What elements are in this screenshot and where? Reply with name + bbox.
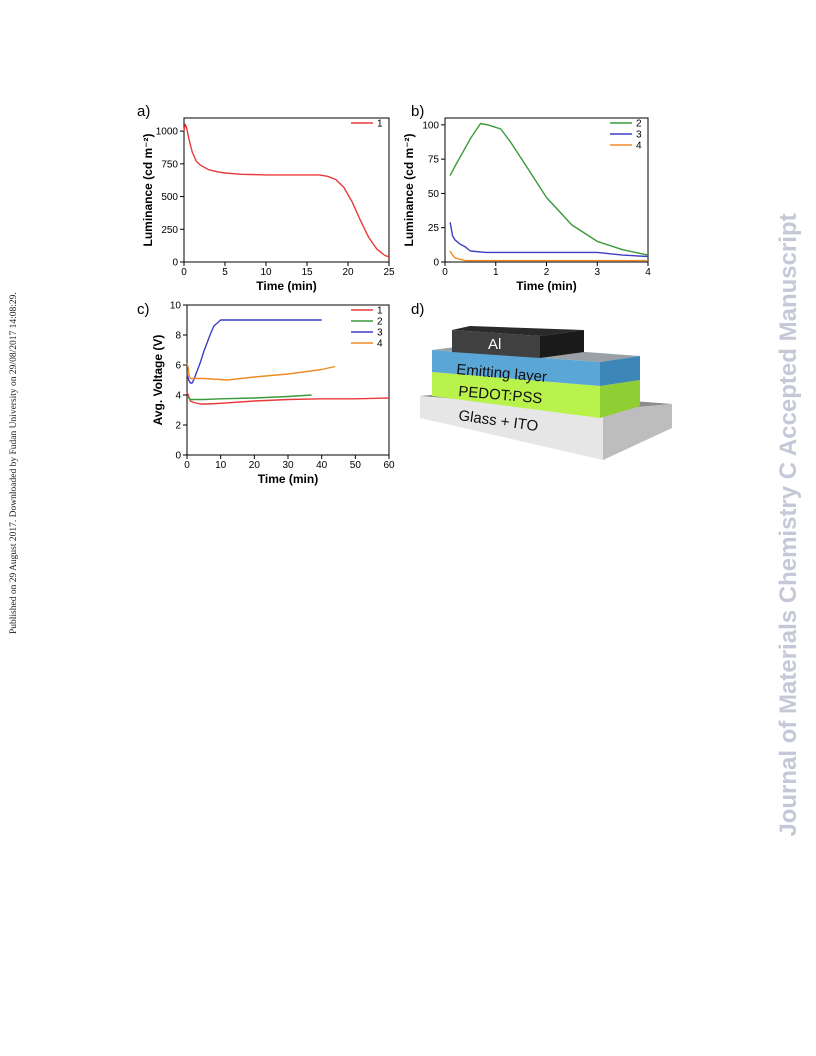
y-axis-label: Luminance (cd m⁻²) — [402, 133, 416, 246]
pedot-side — [600, 380, 640, 418]
pedot-front — [432, 372, 600, 418]
y-tick-label: 0 — [175, 451, 181, 462]
x-tick-label: 3 — [594, 267, 600, 278]
y-axis-label: Luminance (cd m⁻²) — [141, 133, 155, 246]
plot-frame — [183, 117, 390, 263]
panel-a-label: a) — [137, 103, 150, 120]
x-tick-label: 20 — [249, 460, 261, 471]
x-tick-label: 20 — [342, 267, 354, 278]
panel-b-label: b) — [411, 103, 424, 120]
al-label: Al — [488, 336, 501, 353]
y-tick-label: 50 — [428, 189, 440, 200]
x-axis-label: Time (min) — [256, 279, 316, 293]
y-tick-label: 750 — [161, 159, 178, 170]
y-tick-label: 500 — [161, 192, 178, 203]
series-line-1 — [183, 123, 390, 258]
al-front — [452, 330, 540, 358]
y-tick-label: 4 — [175, 391, 181, 402]
x-tick-label: 0 — [442, 267, 448, 278]
series-line-3 — [186, 319, 322, 384]
y-tick-label: 8 — [175, 331, 181, 342]
series-line-2 — [186, 394, 312, 401]
series-line-4 — [186, 363, 336, 381]
y-tick-label: 10 — [170, 301, 182, 312]
x-tick-label: 0 — [181, 267, 187, 278]
legend-label-3: 3 — [377, 328, 383, 339]
x-tick-label: 2 — [544, 267, 550, 278]
substrate-side — [603, 404, 672, 460]
x-tick-label: 10 — [215, 460, 227, 471]
x-tick-label: 50 — [350, 460, 362, 471]
al-top — [452, 326, 584, 336]
series-line-1 — [186, 391, 390, 405]
device-stack-diagram: Al Emitting layer PEDOT:PSS Glass + ITO — [420, 326, 672, 460]
x-tick-label: 60 — [383, 460, 395, 471]
panel-d-label: d) — [411, 301, 424, 318]
x-tick-label: 30 — [282, 460, 294, 471]
x-tick-label: 25 — [383, 267, 395, 278]
plot-frame — [444, 117, 649, 263]
emitting-side — [600, 356, 640, 386]
legend-label-4: 4 — [377, 339, 383, 350]
legend-label-1: 1 — [377, 306, 383, 317]
legend-label-2: 2 — [377, 317, 383, 328]
series-line-4 — [449, 250, 648, 262]
y-tick-label: 100 — [422, 120, 439, 131]
y-tick-label: 0 — [433, 258, 439, 269]
series-line-3 — [449, 222, 649, 258]
y-tick-label: 75 — [428, 155, 440, 166]
x-tick-label: 15 — [301, 267, 313, 278]
chart-c: 0 10 20 30 40 50 60 0 2 4 6 8 10 Time (min) Avg. Volta… — [151, 301, 395, 487]
legend-label-1: 1 — [377, 119, 383, 130]
x-tick-label: 5 — [222, 267, 228, 278]
series-line-2 — [449, 122, 649, 256]
panel-c-label: c) — [137, 301, 150, 318]
y-tick-label: 0 — [172, 258, 178, 269]
y-tick-label: 1000 — [156, 127, 179, 138]
y-tick-label: 250 — [161, 225, 178, 236]
x-axis-label: Time (min) — [258, 472, 318, 486]
x-tick-label: 1 — [493, 267, 499, 278]
legend-label-2: 2 — [636, 119, 642, 130]
x-tick-label: 0 — [184, 460, 190, 471]
al-side — [540, 330, 584, 358]
legend-label-4: 4 — [636, 141, 642, 152]
y-tick-label: 25 — [428, 223, 440, 234]
legend-label-3: 3 — [636, 130, 642, 141]
y-tick-label: 6 — [175, 361, 181, 372]
x-tick-label: 10 — [260, 267, 272, 278]
y-axis-label: Avg. Voltage (V) — [151, 335, 165, 426]
x-tick-label: 4 — [645, 267, 651, 278]
y-tick-label: 2 — [175, 421, 181, 432]
x-axis-label: Time (min) — [516, 279, 576, 293]
x-tick-label: 40 — [316, 460, 328, 471]
